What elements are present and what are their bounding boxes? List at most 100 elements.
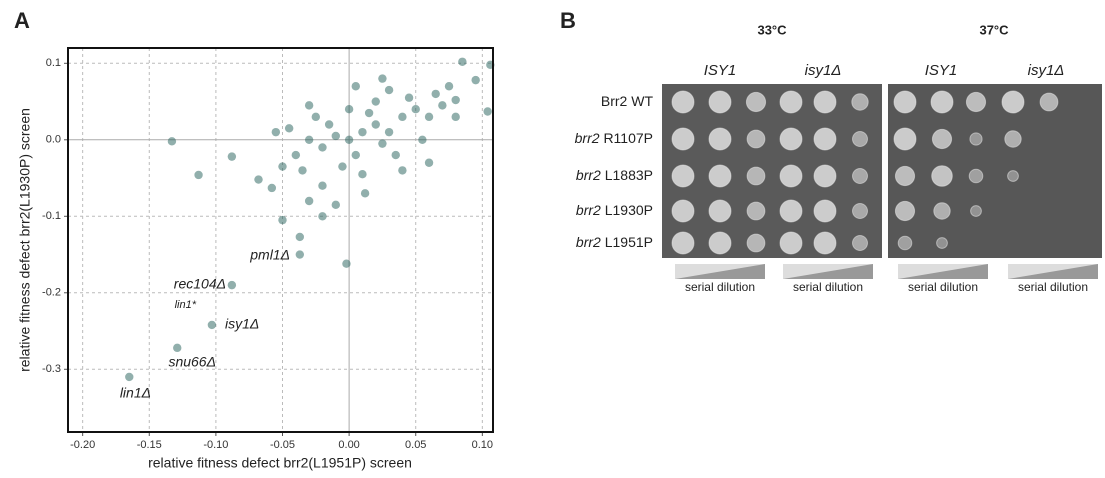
- point: [304, 135, 314, 144]
- point: [378, 74, 387, 83]
- colony-spot: [851, 93, 869, 111]
- point: [438, 101, 447, 110]
- colony-spot: [813, 90, 837, 114]
- y-tick-label: 0.1: [46, 57, 61, 69]
- point: [342, 259, 351, 268]
- colony-spot: [779, 231, 803, 255]
- point: [371, 97, 380, 106]
- point: [418, 135, 427, 144]
- point: [344, 135, 354, 144]
- dilution-label: serial dilution: [1018, 280, 1088, 294]
- point: [351, 150, 360, 160]
- point: [358, 170, 367, 179]
- x-axis-label: relative fitness defect brr2(L1951P) scr…: [148, 455, 412, 471]
- colony-spot: [671, 127, 695, 151]
- point: [278, 162, 287, 171]
- colony-spot: [779, 90, 803, 114]
- dilution-wedge: [1008, 264, 1098, 279]
- strain-gene: brr2: [576, 202, 601, 218]
- point: [284, 124, 294, 133]
- genotype-header: ISY1: [925, 62, 958, 79]
- colony-spot: [813, 199, 837, 223]
- point: [398, 166, 407, 175]
- strain-allele: R1107P: [603, 130, 653, 146]
- annotation: lin1*: [175, 299, 197, 311]
- panel-label: A: [14, 8, 30, 33]
- temperature-header: 33°C: [757, 22, 787, 37]
- point: [298, 166, 307, 175]
- point: [331, 200, 340, 210]
- panel-label: B: [560, 8, 576, 33]
- point: [295, 232, 305, 242]
- strain-label: brr2 R1107P: [575, 130, 653, 146]
- strain-label: brr2 L1930P: [576, 202, 653, 218]
- colony-spot: [893, 127, 917, 151]
- point: [471, 75, 480, 85]
- point: [194, 170, 203, 180]
- dilution-wedge: [898, 264, 988, 279]
- point: [318, 143, 327, 152]
- colony-spot: [746, 166, 766, 186]
- point: [304, 101, 314, 110]
- dilution-wedge: [783, 264, 873, 279]
- colony-spot: [894, 165, 916, 187]
- dilution-label: serial dilution: [793, 280, 863, 294]
- colony-spot: [933, 202, 951, 220]
- annotation: lin1Δ: [120, 385, 151, 401]
- point: [227, 280, 237, 290]
- colony-spot: [671, 199, 695, 223]
- colony-spot: [852, 131, 868, 147]
- colony-spot: [965, 91, 987, 113]
- point: [207, 320, 217, 330]
- point: [311, 112, 321, 122]
- point: [167, 137, 177, 146]
- colony-spot: [969, 132, 983, 146]
- point: [404, 93, 414, 102]
- dilution-label: serial dilution: [908, 280, 978, 294]
- point: [431, 89, 440, 99]
- colony-spot: [708, 90, 732, 114]
- point: [173, 343, 182, 353]
- colony-spot: [746, 233, 766, 253]
- point: [360, 189, 370, 198]
- annotation: pml1Δ: [249, 247, 290, 263]
- strain-label: Brr2 WT: [601, 93, 654, 109]
- plates: [662, 84, 1102, 258]
- point: [483, 107, 492, 116]
- point: [304, 196, 314, 206]
- plate: [888, 84, 1102, 258]
- point: [344, 104, 354, 114]
- colony-spot: [897, 235, 913, 251]
- x-tick-label: 0.00: [338, 439, 359, 451]
- colony-spot: [1004, 130, 1022, 148]
- colony-spot: [708, 199, 732, 223]
- colony-spot: [1007, 170, 1019, 182]
- point: [267, 183, 277, 193]
- y-tick-label: -0.1: [42, 210, 61, 222]
- colony-spot: [671, 231, 695, 255]
- point: [358, 127, 367, 137]
- point: [451, 112, 460, 122]
- x-tick-label: -0.20: [70, 439, 95, 451]
- colony-spot: [894, 200, 916, 222]
- annotation: rec104Δ: [174, 276, 226, 292]
- colony-spot: [708, 231, 732, 255]
- colony-spot: [852, 168, 868, 184]
- genotype-header: ISY1: [704, 62, 737, 79]
- strain-gene: brr2: [576, 167, 601, 183]
- plot-area: [68, 48, 493, 432]
- colony-spot: [708, 164, 732, 188]
- genotype-header: isy1Δ: [805, 62, 842, 79]
- strain-gene: brr2: [576, 234, 601, 250]
- colony-spot: [708, 127, 732, 151]
- colony-spot: [931, 165, 953, 187]
- colony-spot: [813, 231, 837, 255]
- colony-spot: [779, 199, 803, 223]
- annotation: isy1Δ: [225, 316, 259, 332]
- point: [278, 215, 287, 225]
- point: [378, 139, 387, 148]
- point: [331, 131, 340, 141]
- point: [364, 108, 374, 118]
- point: [444, 82, 454, 91]
